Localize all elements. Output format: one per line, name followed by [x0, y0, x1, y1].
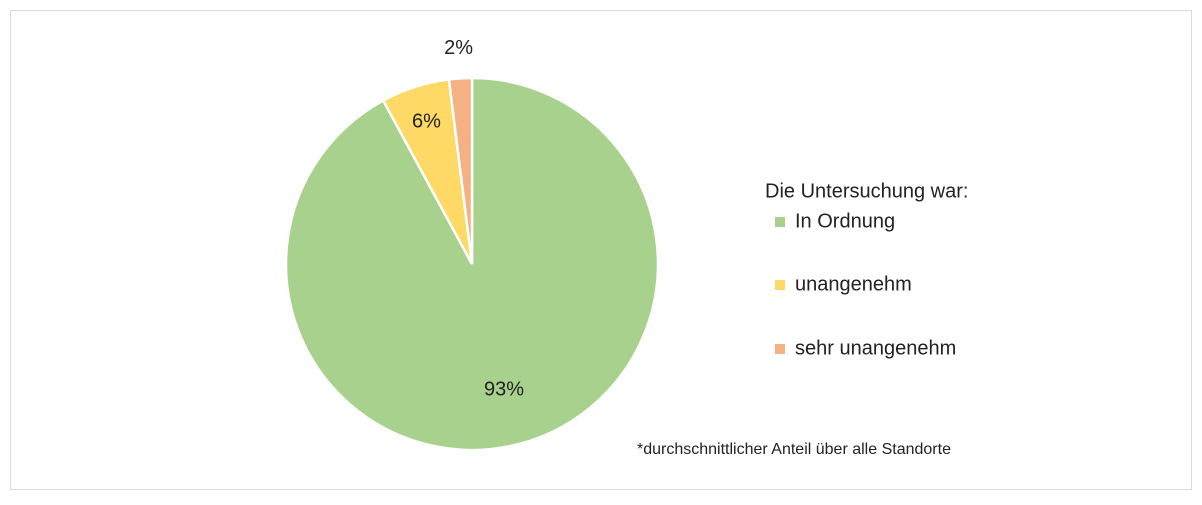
legend-swatch: [775, 280, 785, 290]
data-label: 6%: [412, 111, 441, 133]
data-label: 93%: [484, 378, 524, 400]
legend-label: sehr unangenehm: [795, 337, 956, 359]
note: *durchschnittlicher Anteil über alle Sta…: [637, 441, 951, 458]
pie-slice: [447, 76, 474, 265]
legend-swatch: [775, 344, 785, 354]
legend-label: unangenehm: [795, 273, 912, 295]
legend-label: In Ordnung: [795, 210, 895, 232]
legend-swatch: [775, 217, 785, 227]
data-label: 2%: [444, 37, 473, 59]
legend-title: Die Untersuchung war:: [765, 180, 968, 202]
